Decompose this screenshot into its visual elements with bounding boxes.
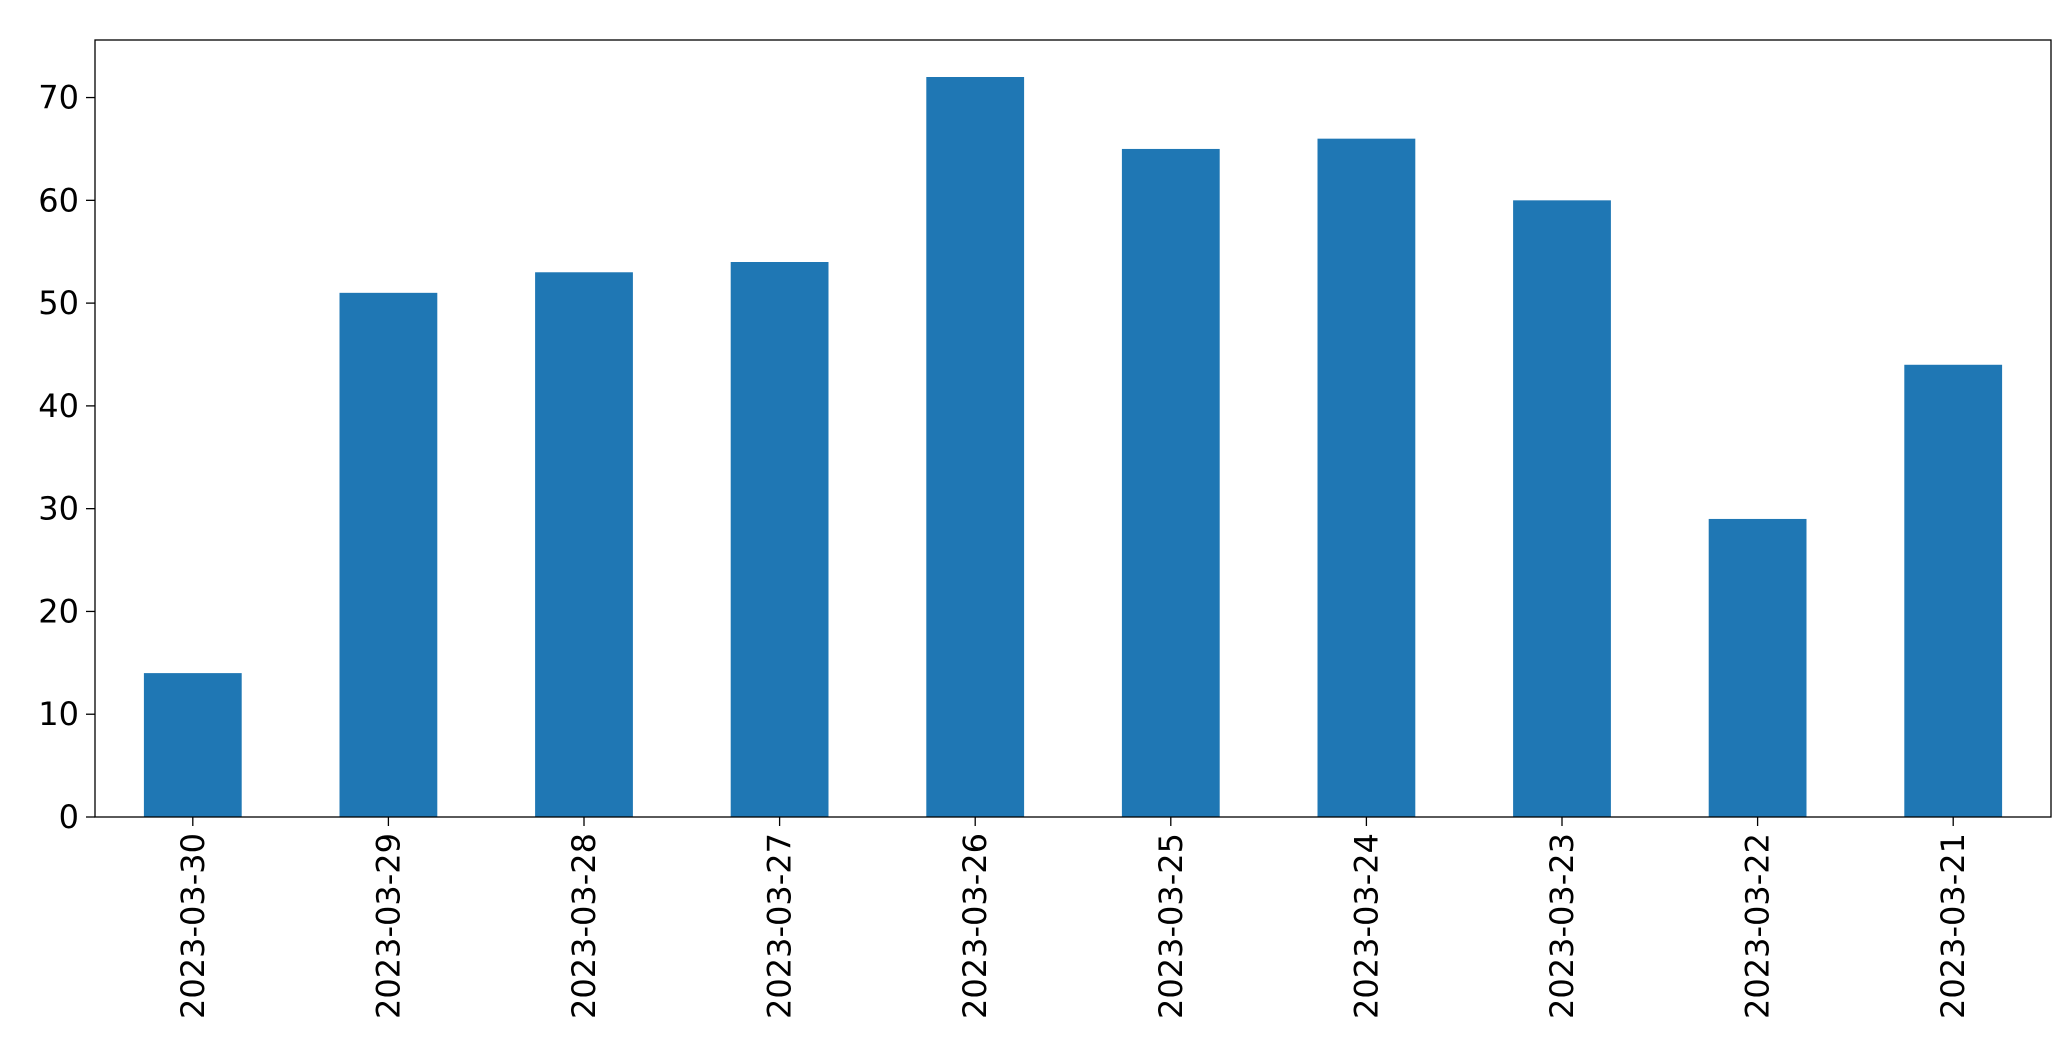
x-tick-label: 2023-03-23 — [1543, 833, 1581, 1019]
y-tick-label: 10 — [38, 695, 79, 733]
x-tick-label: 2023-03-27 — [761, 833, 799, 1019]
y-tick-label: 60 — [38, 181, 79, 219]
bar — [1513, 200, 1611, 818]
bar — [926, 77, 1025, 817]
bar — [730, 262, 829, 817]
axes-frame — [94, 39, 2052, 818]
y-tick-label: 50 — [38, 284, 79, 322]
y-tick-label: 70 — [38, 79, 79, 117]
x-tick-label: 2023-03-28 — [565, 833, 603, 1019]
x-tick-label: 2023-03-22 — [1739, 833, 1777, 1019]
bar — [339, 292, 438, 817]
x-tick-label: 2023-03-21 — [1934, 833, 1972, 1019]
y-tick-label: 30 — [38, 490, 79, 528]
y-tick-label: 40 — [38, 387, 79, 425]
bar — [1121, 148, 1220, 817]
y-tick-label: 0 — [59, 798, 79, 836]
x-tick-label: 2023-03-30 — [174, 833, 212, 1019]
bar — [1317, 138, 1416, 817]
bar — [143, 673, 242, 817]
y-tick-label: 20 — [38, 592, 79, 630]
x-tick-label: 2023-03-24 — [1347, 833, 1385, 1019]
x-tick-label: 2023-03-29 — [369, 833, 407, 1019]
bar — [535, 272, 633, 817]
bar — [1708, 518, 1807, 817]
x-tick-label: 2023-03-25 — [1152, 833, 1190, 1019]
x-tick-label: 2023-03-26 — [956, 833, 994, 1019]
bar — [1904, 364, 2003, 817]
